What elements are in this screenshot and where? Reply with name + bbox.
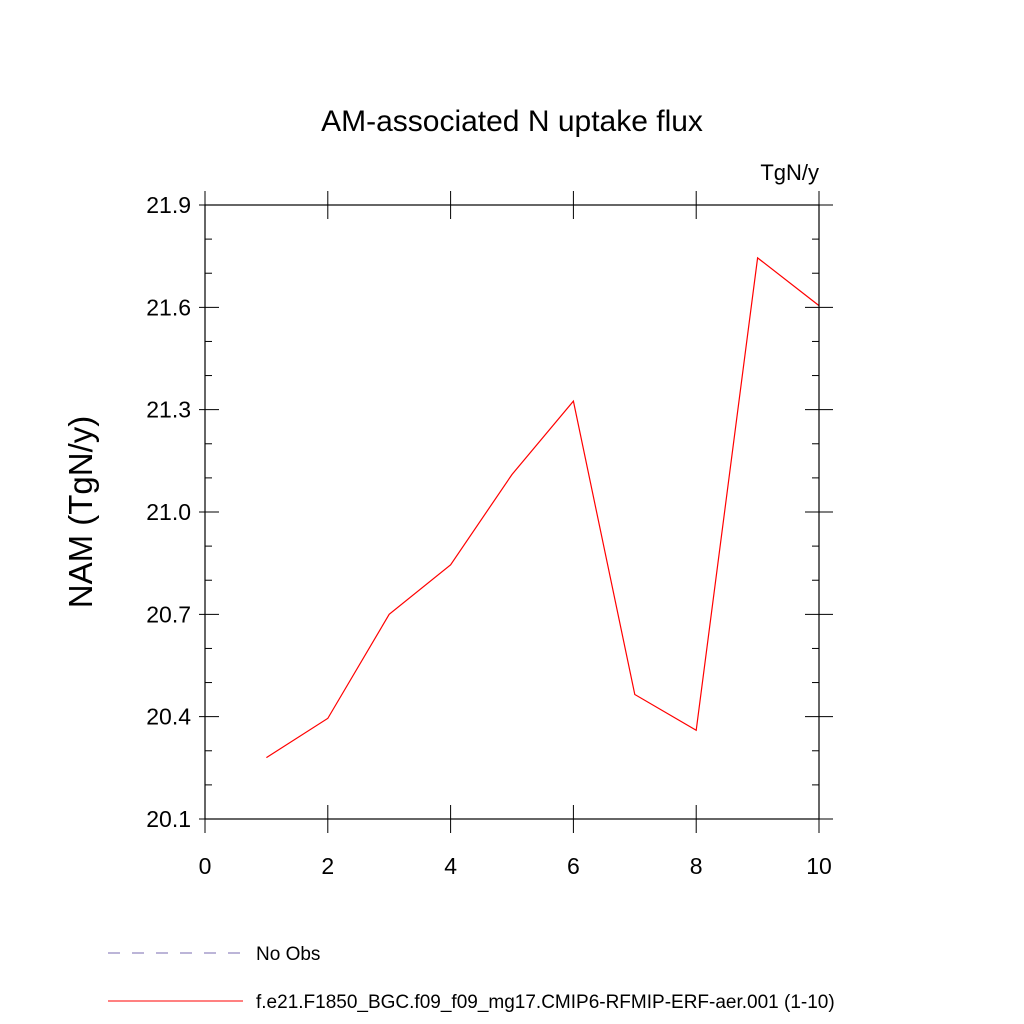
units-label: TgN/y xyxy=(760,160,819,185)
major-ticks xyxy=(199,191,833,833)
legend-label: No Obs xyxy=(256,944,320,965)
y-tick-label: 21.6 xyxy=(146,294,191,320)
y-tick-label: 21.3 xyxy=(146,397,191,423)
y-tick-label: 20.7 xyxy=(146,601,191,627)
y-tick-labels: 20.1 20.4 20.7 21.0 21.3 21.6 21.9 xyxy=(146,192,191,832)
x-tick-label: 6 xyxy=(567,853,580,879)
y-axis-label: NAM (TgN/y) xyxy=(62,416,99,609)
y-tick-label: 20.4 xyxy=(146,704,191,730)
legend: No Obs f.e21.F1850_BGC.f09_f09_mg17.CMIP6… xyxy=(108,944,835,1013)
minor-ticks xyxy=(205,238,819,786)
chart-title: AM-associated N uptake flux xyxy=(321,105,703,138)
series-group xyxy=(266,256,820,759)
x-tick-labels: 0 2 4 6 8 10 xyxy=(199,853,832,879)
y-tick-label: 21.9 xyxy=(146,192,191,218)
x-tick-label: 8 xyxy=(690,853,703,879)
x-tick-label: 4 xyxy=(444,853,457,879)
legend-label: f.e21.F1850_BGC.f09_f09_mg17.CMIP6-RFMIP… xyxy=(256,992,835,1013)
x-tick-label: 0 xyxy=(199,853,212,879)
series-line-1 xyxy=(266,256,820,759)
y-tick-label: 20.1 xyxy=(146,806,191,832)
plot-frame xyxy=(204,204,820,820)
x-tick-label: 2 xyxy=(321,853,334,879)
y-tick-label: 21.0 xyxy=(146,499,191,525)
x-tick-label: 10 xyxy=(806,853,832,879)
